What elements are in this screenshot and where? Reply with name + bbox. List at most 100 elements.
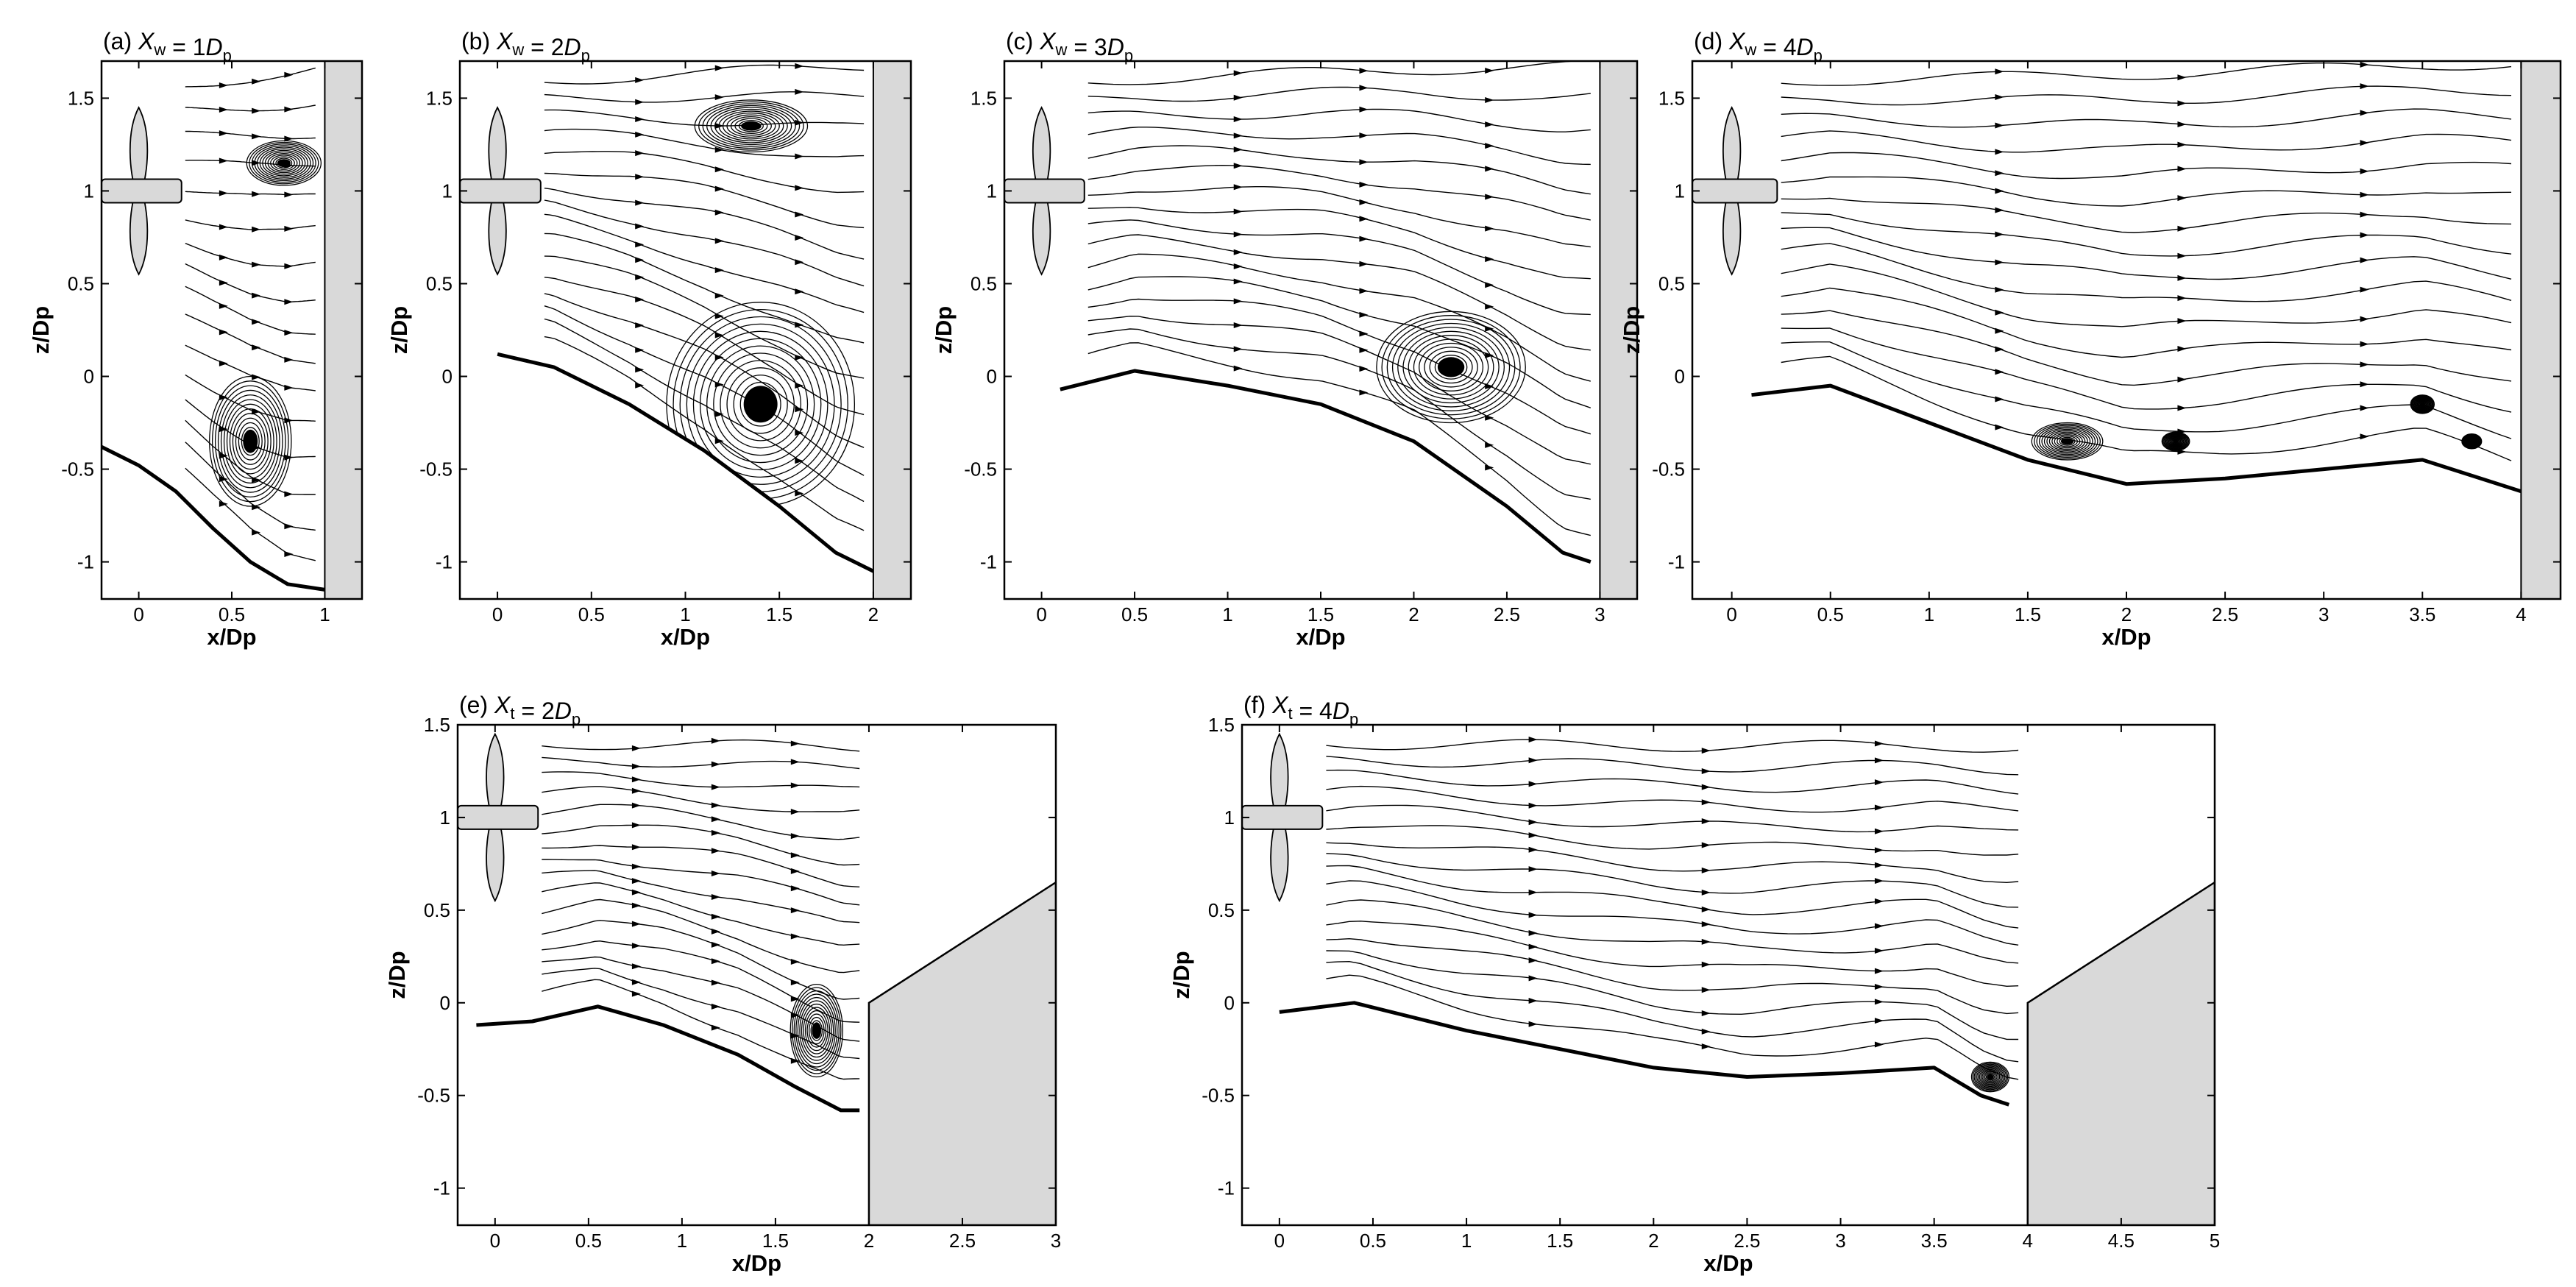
wake-free-region: [497, 354, 873, 599]
z-tick-label: -0.5: [1652, 458, 1685, 481]
streamline-arrow: [795, 234, 804, 241]
panel-title: (f) Xt = 4Dp: [1243, 692, 1358, 728]
x-tick-label: 2.5: [1494, 603, 1520, 625]
streamline-arrow: [635, 322, 645, 329]
plot-frame: [456, 723, 1057, 1227]
streamline-arrow: [1995, 327, 2004, 334]
streamline-arrow: [635, 274, 645, 280]
streamline: [1087, 127, 1591, 166]
streamline: [1781, 355, 2512, 461]
streamline-arrow: [1701, 842, 1711, 848]
streamline: [542, 786, 860, 812]
z-tick-label: 0: [84, 366, 94, 388]
streamline: [1326, 880, 2019, 946]
streamline-arrow: [790, 759, 800, 765]
streamline-arrow: [1359, 288, 1369, 294]
vortex: [666, 302, 856, 507]
streamline-arrow: [631, 863, 641, 870]
streamline-arrow: [1233, 365, 1243, 372]
streamline-arrow: [631, 776, 641, 783]
streamline-arrow: [1874, 828, 1884, 834]
streamline-arrow: [635, 257, 645, 263]
streamline: [1087, 234, 1591, 351]
streamline-arrow: [2360, 405, 2369, 411]
streamline-arrow: [252, 107, 261, 114]
streamline: [544, 233, 865, 344]
streamline-arrow: [1995, 188, 2004, 194]
x-tick-label: 0.5: [1121, 603, 1148, 625]
streamline: [185, 344, 316, 391]
streamline-arrow: [1528, 819, 1538, 826]
wake-free-region: [476, 1006, 860, 1225]
streamline-arrow: [252, 160, 261, 166]
streamline-arrow: [1528, 1021, 1538, 1027]
streamline-arrow: [711, 1024, 720, 1031]
streamline: [185, 419, 316, 495]
z-tick-label: 1: [84, 180, 94, 202]
streamline: [544, 213, 865, 313]
streamline-arrow: [1701, 906, 1711, 912]
streamline-arrow: [631, 802, 641, 809]
streamline-arrow: [2360, 140, 2369, 146]
vortex: [2031, 422, 2104, 461]
streamline: [544, 109, 865, 127]
streamline-arrow: [1485, 121, 1494, 128]
streamline: [1326, 950, 2019, 1040]
streamline-arrow: [631, 787, 641, 794]
streamline: [1326, 739, 2019, 753]
streamline-arrow: [631, 763, 641, 770]
streamline-arrow: [219, 329, 228, 336]
z-tick-label: -1: [1668, 551, 1685, 573]
x-tick-label: 1.5: [1547, 1230, 1573, 1252]
z-tick-label: 0: [440, 992, 450, 1014]
streamline-arrow: [252, 292, 261, 299]
streamline-arrow: [252, 529, 261, 536]
streamline-arrow: [714, 292, 724, 299]
streamline-arrow: [252, 319, 261, 325]
z-tick-label: 1.5: [424, 714, 450, 736]
streamline: [542, 739, 860, 752]
streamline-arrow: [711, 1003, 720, 1010]
streamline: [185, 374, 316, 422]
streamline-arrow: [714, 94, 724, 101]
streamline-arrow: [795, 354, 804, 361]
x-tick-label: 1: [1222, 603, 1232, 625]
streamline-arrow: [219, 106, 228, 113]
streamline-arrow: [1874, 740, 1884, 747]
streamline-arrow: [1485, 194, 1494, 200]
streamline-arrow: [2177, 166, 2187, 172]
z-tick-label: 1.5: [1658, 87, 1685, 109]
streamline: [1326, 865, 2019, 929]
ramp-obstacle: [867, 881, 1056, 1225]
streamline-arrow: [711, 941, 720, 948]
streamline-arrow: [714, 313, 724, 319]
streamline-arrow: [1874, 1018, 1884, 1024]
streamline-arrow: [635, 382, 645, 389]
streamline-arrow: [790, 907, 800, 914]
panel-b: 0 0.5 1 1.5 2 -1 -0.5 0 0.5 1 1.5 x/Dp z/Dp (b) Xw = …: [386, 28, 912, 650]
streamline-arrow: [252, 78, 261, 85]
streamline-arrow: [711, 816, 720, 823]
streamline: [1087, 253, 1591, 382]
z-tick-label: 0: [442, 366, 453, 388]
streamline: [1326, 756, 2019, 776]
streamline-arrow: [1701, 799, 1711, 806]
x-tick-label: 2.5: [1734, 1230, 1760, 1252]
x-tick-label: 2: [2121, 603, 2132, 625]
streamline-arrow: [631, 902, 641, 909]
streamline: [185, 67, 316, 88]
streamline: [1326, 937, 2019, 1015]
streamline-arrow: [795, 63, 804, 69]
streamline-arrow: [1701, 1010, 1711, 1017]
panel-a-plot-area: [102, 61, 362, 599]
x-axis-label: x/Dp: [1296, 624, 1345, 650]
z-tick-label: -0.5: [419, 458, 453, 481]
z-tick-label: 0.5: [1208, 899, 1235, 921]
streamline: [542, 824, 860, 866]
streamline-arrow: [635, 116, 645, 122]
streamline: [544, 172, 865, 229]
wall-obstacle: [324, 61, 362, 599]
streamline: [185, 442, 316, 531]
z-tick-label: -1: [433, 1177, 450, 1199]
streamline-arrow: [790, 958, 800, 965]
